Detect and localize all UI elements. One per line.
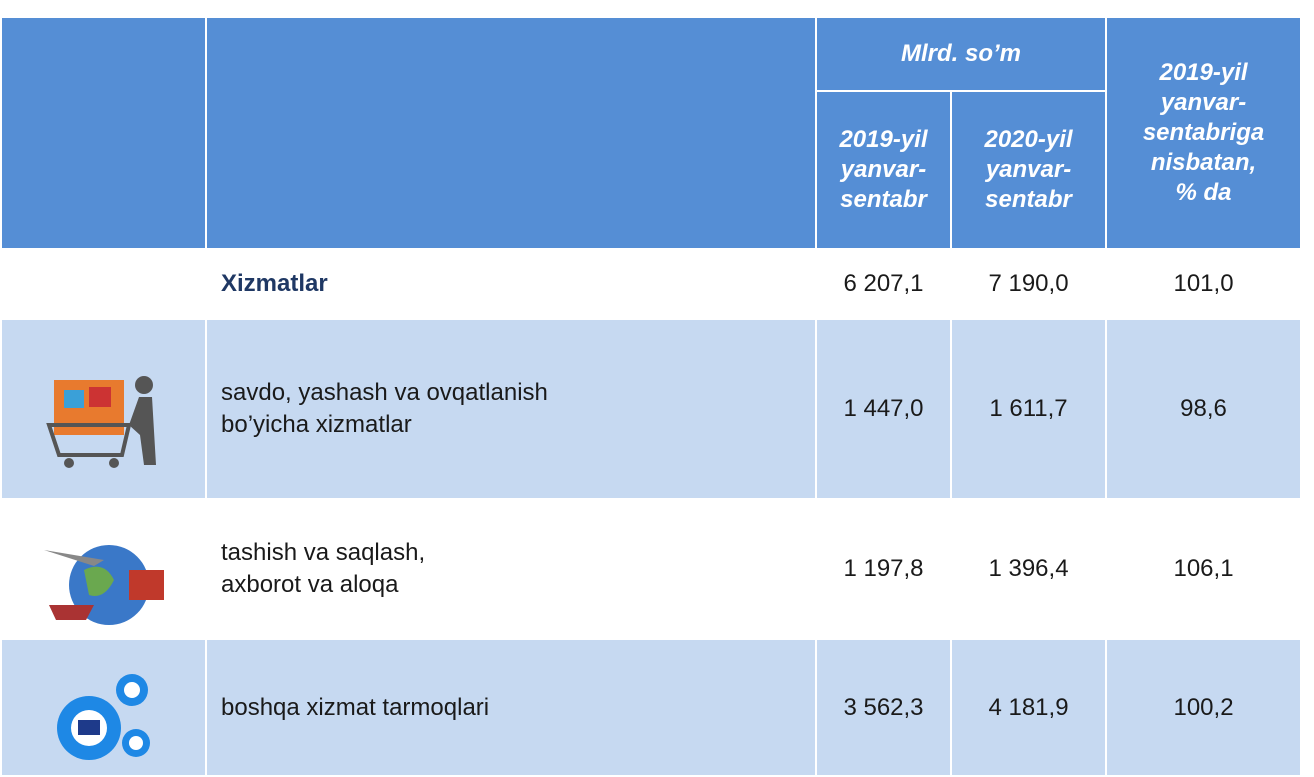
header-2020: 2020-yil yanvar- sentabr <box>949 90 1108 250</box>
header-row: Mlrd. so’m 2019-yil yanvar- sentabriga n… <box>0 16 1303 250</box>
header-group: Mlrd. so’m <box>814 16 1108 92</box>
icon-cell <box>0 248 207 320</box>
row: savdo, yashash va ovqatlanish bo’yicha x… <box>0 318 1303 500</box>
icon-cell <box>0 318 207 500</box>
row-label: tashish va saqlash, axborot va aloqa <box>205 498 817 640</box>
row: tashish va saqlash, axborot va aloqa 1 1… <box>0 498 1303 640</box>
header-cell <box>205 16 817 250</box>
row: boshqa xizmat tarmoqlari 3 562,3 4 181,9… <box>0 638 1303 777</box>
header-cell <box>0 16 207 250</box>
row: Xizmatlar 6 207,1 7 190,0 101,0 <box>0 248 1303 320</box>
transport-icon <box>43 544 164 625</box>
cell: 7 190,0 <box>949 248 1108 320</box>
shopping-icon <box>45 375 156 468</box>
cell: 1 611,7 <box>949 318 1108 500</box>
cell: 100,2 <box>1105 638 1303 777</box>
header-row: 2019-yil yanvar- sentabr 2020-yil yanvar… <box>1 90 1301 250</box>
cell: 101,0 <box>1105 248 1303 320</box>
cell: 98,6 <box>1105 318 1303 500</box>
cell: 106,1 <box>1105 498 1303 640</box>
gears-icon <box>56 674 150 760</box>
icon-cell <box>0 638 207 777</box>
cell: 3 562,3 <box>815 638 952 777</box>
row-label: boshqa xizmat tarmoqlari <box>205 638 817 777</box>
cell: 1 396,4 <box>949 498 1108 640</box>
cell: 6 207,1 <box>815 248 952 320</box>
header-ratio: 2019-yil yanvar- sentabriga nisbatan, % … <box>1105 16 1303 250</box>
cell: 4 181,9 <box>949 638 1108 777</box>
cell: 1 197,8 <box>815 498 952 640</box>
row-label: Xizmatlar <box>205 248 817 320</box>
header-2019: 2019-yil yanvar- sentabr <box>815 90 952 250</box>
row-label: savdo, yashash va ovqatlanish bo’yicha x… <box>205 318 817 500</box>
cell: 1 447,0 <box>815 318 952 500</box>
icon-cell <box>0 498 207 640</box>
services-table: Mlrd. so’m 2019-yil yanvar- sentabriga n… <box>0 16 1303 777</box>
